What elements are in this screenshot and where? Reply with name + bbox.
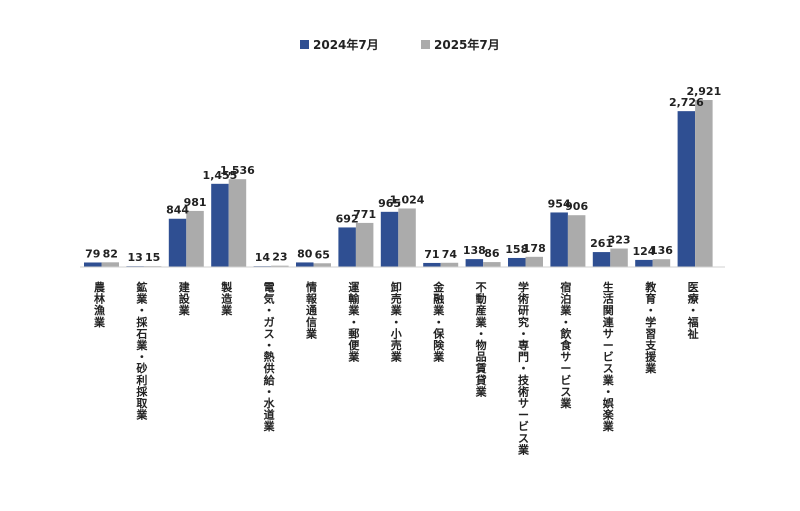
- value-label-2024-2: 13: [127, 251, 142, 264]
- category-label-15: 医療・福祉: [687, 281, 700, 340]
- legend-swatch-1: [300, 40, 309, 49]
- value-label-2025-15: 2,921: [686, 85, 721, 98]
- bar-2025-8: [398, 208, 416, 267]
- legend-label-2: 2025年7月: [434, 37, 500, 52]
- bar-2024-8: [380, 211, 399, 267]
- category-label-14: 教育・学習支援業: [644, 280, 657, 375]
- value-label-2025-2: 15: [145, 251, 160, 264]
- value-label-2025-11: 178: [523, 242, 546, 255]
- bar-2024-10: [465, 259, 484, 267]
- bar-2025-6: [313, 263, 331, 267]
- bar-2025-14: [652, 259, 671, 267]
- category-label-10: 不動産業・物品賃貸業: [475, 281, 488, 398]
- category-label-13: 生活関連サービス業・娯楽業: [602, 280, 615, 433]
- category-label-6: 情報通信業: [305, 280, 318, 340]
- value-label-2025-9: 74: [442, 248, 458, 261]
- bar-2025-1: [101, 262, 119, 267]
- bar-2024-14: [635, 259, 653, 267]
- value-label-2024-15: 2,726: [669, 96, 704, 109]
- bar-2024-12: [550, 212, 568, 267]
- bar-2024-1: [84, 262, 102, 267]
- value-label-2025-6: 65: [315, 248, 330, 261]
- bar-2025-11: [525, 256, 543, 267]
- value-label-2024-1: 79: [85, 247, 100, 260]
- bar-2024-4: [211, 183, 229, 267]
- category-label-2: 鉱業・採石業・砂利採取業: [135, 280, 148, 422]
- category-label-4: 製造業: [220, 280, 233, 317]
- value-label-2024-9: 71: [424, 248, 439, 261]
- value-label-2025-10: 86: [484, 247, 500, 260]
- bar-2024-7: [338, 227, 356, 267]
- value-label-2025-5: 23: [272, 251, 287, 264]
- bar-2024-6: [296, 262, 314, 267]
- value-label-2025-4: 1,536: [220, 164, 255, 177]
- bar-2025-13: [610, 248, 628, 267]
- category-label-3: 建設業: [178, 280, 191, 317]
- value-label-2024-10: 138: [463, 244, 486, 257]
- value-label-2025-1: 82: [103, 247, 118, 260]
- legend: 2024年7月 2025年7月: [300, 37, 500, 52]
- bar-2025-3: [186, 210, 204, 267]
- bar-2025-5: [271, 265, 289, 267]
- value-label-2024-11: 158: [505, 243, 528, 256]
- bar-2025-12: [567, 215, 586, 267]
- bar-2025-4: [228, 179, 247, 267]
- value-label-2024-7: 692: [336, 212, 359, 225]
- category-label-5: 電気・ガス・熱供給・水道業: [263, 281, 276, 433]
- value-label-2025-14: 136: [650, 244, 673, 257]
- bar-2024-3: [168, 218, 187, 267]
- category-label-9: 金融業・保険業: [432, 280, 445, 364]
- legend-swatch-2: [421, 40, 430, 49]
- value-label-2025-12: 906: [565, 200, 588, 213]
- bar-2024-15: [677, 111, 696, 267]
- value-label-2024-14: 124: [632, 245, 655, 258]
- value-label-2024-13: 261: [590, 237, 613, 250]
- value-label-2024-5: 14: [255, 251, 271, 264]
- bar-2025-10: [483, 262, 501, 267]
- category-label-11: 学術研究・専門・技術サービス業: [517, 280, 530, 456]
- category-label-12: 宿泊業・飲食サービス業: [559, 280, 572, 410]
- value-label-2024-8: 965: [378, 197, 401, 210]
- legend-label-1: 2024年7月: [313, 37, 379, 52]
- value-label-2025-3: 981: [184, 196, 207, 209]
- value-label-2025-13: 323: [608, 234, 631, 247]
- category-label-1: 農林漁業: [93, 280, 106, 329]
- value-label-2024-4: 1,455: [203, 169, 238, 182]
- bar-2024-9: [423, 262, 441, 267]
- bar-2025-7: [355, 222, 374, 267]
- category-label-8: 卸売業・小売業: [390, 280, 403, 364]
- value-label-2025-7: 771: [353, 208, 376, 221]
- category-labels: 農林漁業 鉱業・採石業・砂利採取業 建設業 製造業 電気・ガス・熱供給・水道業 情報通信業…: [93, 280, 700, 456]
- value-label-2024-6: 80: [297, 247, 313, 260]
- bar-2025-15: [695, 100, 713, 267]
- bars: [84, 100, 713, 267]
- value-label-2024-12: 954: [548, 197, 571, 210]
- category-label-7: 運輸業・郵便業: [347, 281, 360, 364]
- value-label-2025-8: 1,024: [390, 193, 425, 206]
- bar-2024-13: [592, 252, 611, 267]
- bar-2024-11: [508, 257, 526, 267]
- bar-2025-9: [440, 262, 459, 267]
- value-label-2024-3: 844: [166, 204, 189, 217]
